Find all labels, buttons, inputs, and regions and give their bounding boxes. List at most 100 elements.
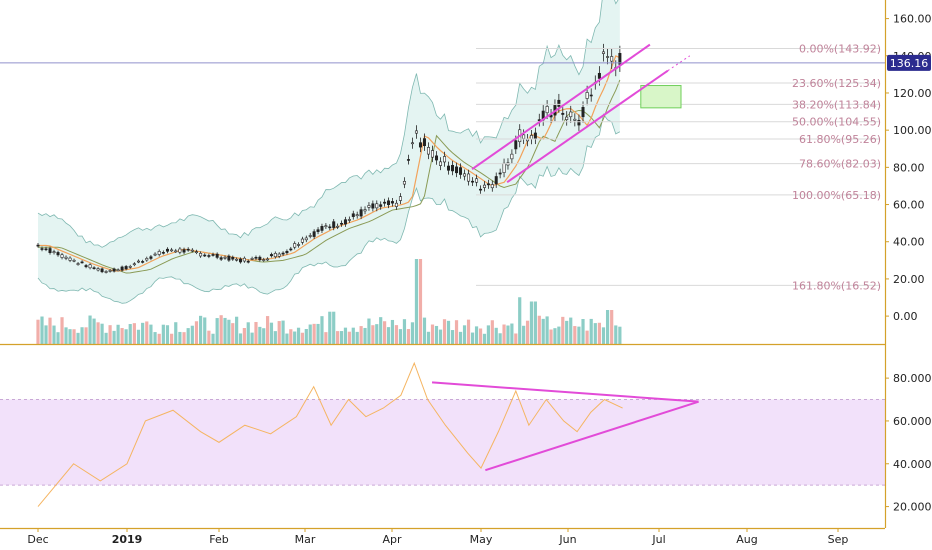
volume-bar [506,325,510,344]
candle-body [215,253,219,258]
candle-body [165,248,169,252]
volume-bar [293,331,297,344]
candle-body [211,254,215,256]
candle-body [390,201,394,204]
candle-body [597,72,601,79]
volume-bar [347,331,351,344]
volume-bar [289,329,293,344]
volume-bar [618,326,622,344]
volume-bar [494,327,498,344]
candle-body [120,266,124,271]
volume-bar [565,320,569,344]
volume-bar [145,321,149,344]
volume-bar [296,327,301,344]
volume-bar [84,327,88,344]
candle-body [482,184,486,188]
volume-bar [601,327,606,344]
volume-bar [522,325,526,344]
volume-bar [549,329,553,344]
rsi-triangle-upper-line [431,381,699,403]
candle-body [557,99,561,107]
candle-body [363,209,367,212]
volume-bar [386,327,391,344]
candle-body [231,256,235,260]
volume-bar [363,327,367,344]
volume-bar [597,322,601,344]
volume-bar [605,310,610,344]
candle-body [475,178,479,183]
volume-bar [60,317,64,344]
candle-body [351,213,355,217]
volume-bar [446,320,451,344]
volume-bar [72,329,76,344]
volume-bar [557,326,561,344]
candle-body [410,142,414,145]
candle-body [320,226,324,231]
volume-bar [281,320,285,344]
candle-body [124,266,128,270]
volume-bar [589,318,593,344]
time-tick-label: May [470,533,493,546]
volume-bar [161,324,165,344]
volume-bar [514,333,518,344]
volume-bar [186,328,190,344]
volume-bar [52,325,56,344]
candle-body [178,248,182,253]
candle-body [426,147,430,155]
candle-body [394,202,398,207]
price-tick-label: 60.00 [893,199,925,212]
candle-body [112,268,116,272]
candle-body [68,257,72,261]
candle-body [589,94,593,97]
rsi-tick-label: 20.0000 [893,501,932,514]
volume-bar [174,322,178,344]
candle-body [48,248,52,253]
volume-bar [581,319,585,344]
volume-bar [219,315,223,344]
volume-bar [355,331,359,344]
volume-bar [178,331,182,344]
candle-body [359,209,363,217]
volume-bar [498,333,502,344]
candle-body [343,219,347,225]
candle-body [510,153,514,160]
volume-bar [442,319,447,344]
candle-body [455,166,459,174]
volume-bar [438,329,443,344]
volume-bar [351,327,355,344]
volume-bar [585,330,589,344]
candle-body [56,252,60,256]
candle-body [84,265,88,268]
candle-body [76,263,80,265]
candle-body [561,112,565,115]
candle-body [203,254,207,257]
channel-lower-line [506,69,669,184]
volume-bar [610,310,614,344]
volume-bar [190,325,194,344]
volume-bar [100,323,104,344]
candle-body [490,184,494,189]
volume-bar [242,328,246,344]
candle-body [190,249,194,252]
candle-body [545,106,549,114]
fibonacci-label: 61.80%(95.26) [799,133,881,146]
volume-bar [108,325,112,344]
volume-bar [124,329,128,344]
volume-bar [203,317,207,344]
candle-body [406,159,410,161]
volume-bar [141,322,145,344]
volume-bar [466,319,471,344]
volume-bar [406,329,411,344]
candle-body [254,256,258,259]
volume-bar [458,331,463,344]
candle-body [498,172,502,175]
candle-body [398,196,402,201]
candle-body [153,253,157,256]
volume-bar [541,318,545,344]
volume-bar [573,326,577,344]
candle-body [610,56,614,62]
candle-body [451,164,455,172]
bollinger-band-fill [38,0,620,304]
volume-bar [390,319,395,344]
fibonacci-group: 0.00%(143.92) 23.60%(125.34) 38.20%(113.84… [476,42,881,292]
